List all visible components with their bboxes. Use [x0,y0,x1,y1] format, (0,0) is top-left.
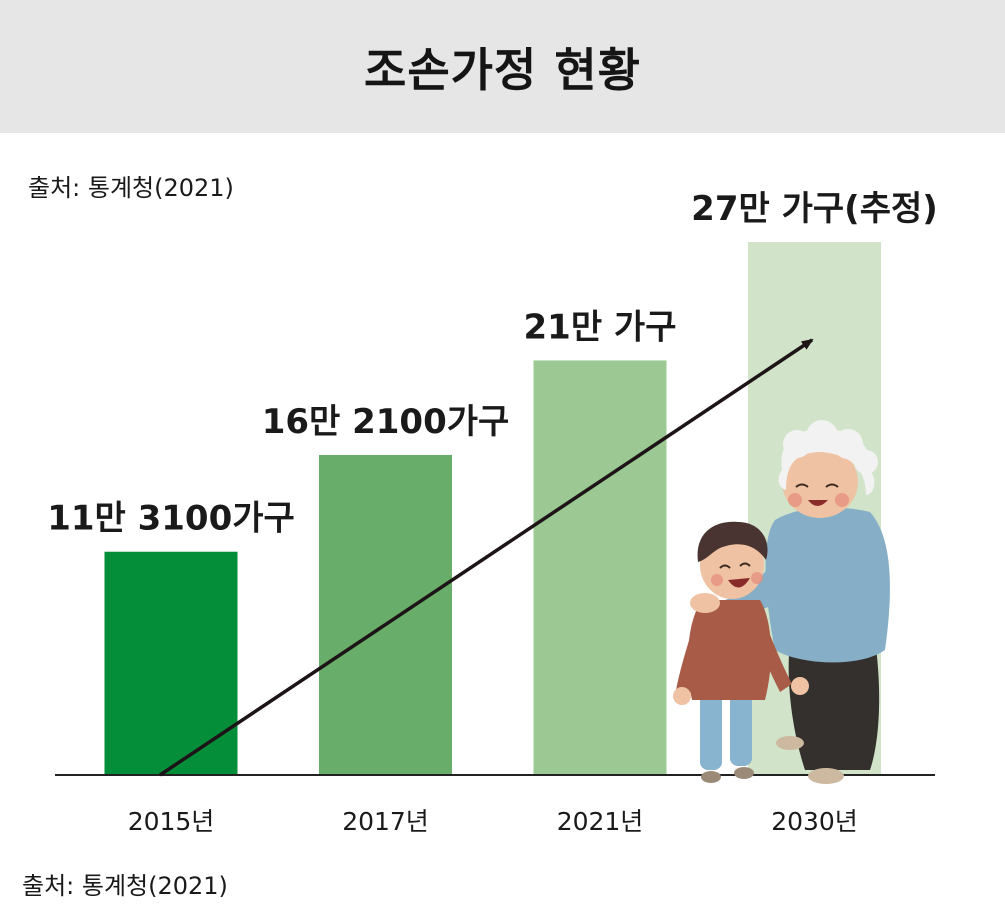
data-label-2021년: 21만 가구 [524,307,677,347]
grandparent-child-illustration [673,420,890,784]
bar-2015년 [104,551,238,775]
data-labels-layer: 11만 3100가구 16만 2100가구 21만 가구 27만 가구(추정) [47,189,938,539]
x-tick-label-2015년: 2015년 [128,807,215,836]
title-banner: 조손가정 현황 [0,0,1005,133]
x-tick-label-2021년: 2021년 [557,807,644,836]
chart-title: 조손가정 현황 [364,42,641,97]
source-note-bottom: 출처: 통계청(2021) [22,872,228,900]
child-figure [673,521,809,783]
x-tick-labels-layer: 2015년 2017년 2021년 2030년 [128,807,858,836]
data-label-2015년: 11만 3100가구 [47,499,295,539]
x-tick-label-2030년: 2030년 [771,807,858,836]
trend-arrow [159,338,814,777]
bar-2017년 [319,455,452,775]
source-note-top: 출처: 통계청(2021) [28,174,234,202]
data-label-2017년: 16만 2100가구 [262,402,510,442]
x-tick-label-2017년: 2017년 [342,807,429,836]
bar-2021년 [533,360,667,775]
grandmother-figure [725,420,890,784]
bars-layer [104,242,881,775]
data-label-2030년: 27만 가구(추정) [691,189,938,229]
